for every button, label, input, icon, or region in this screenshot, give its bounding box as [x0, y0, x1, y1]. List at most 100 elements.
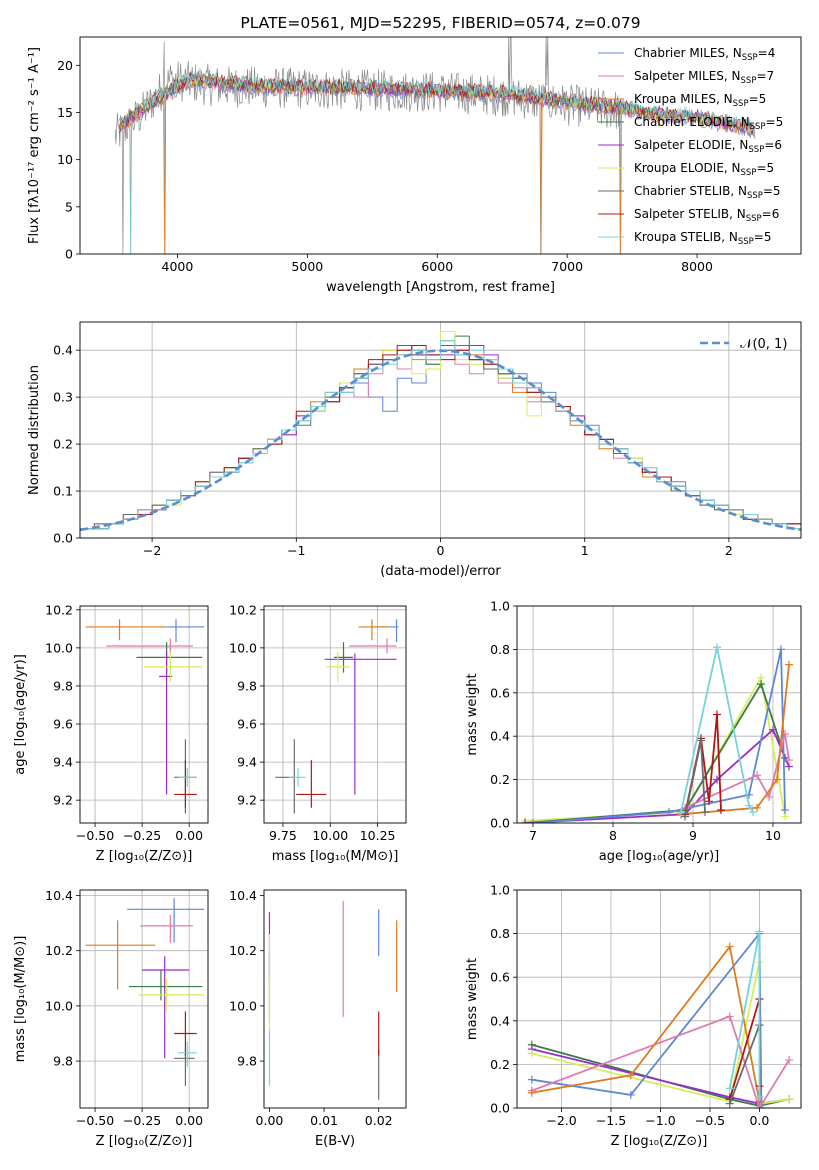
weight-point: [677, 808, 685, 817]
x-tick-label: −0.50: [76, 1113, 114, 1128]
x-tick-label: 0.0: [749, 1113, 769, 1128]
weight-point: [785, 1056, 794, 1065]
x-tick-label: 8: [609, 828, 617, 843]
x-tick-label: 0: [437, 543, 445, 558]
chart-title: PLATE=0561, MJD=52295, FIBERID=0574, z=0…: [240, 14, 640, 32]
y-tick-label: 10.0: [229, 640, 257, 655]
x-tick-label: 9: [689, 828, 697, 843]
y-tick-label: 0.8: [490, 642, 510, 657]
axes-frame: [516, 889, 802, 1109]
legend-count: =5: [766, 115, 784, 129]
y-tick-label: 0.4: [53, 343, 73, 358]
weight-point: [757, 680, 765, 689]
y-tick-label: 9.8: [53, 1054, 73, 1069]
legend-count: =5: [763, 184, 781, 198]
x-tick-label: 10.25: [360, 828, 396, 843]
weight-point: [527, 1049, 536, 1058]
weight-point: [725, 1084, 734, 1093]
x-tick-label: 4000: [162, 259, 194, 274]
errorbar-plot: [85, 619, 205, 814]
legend-entry: Chabrier MILES, NSSP=4: [634, 46, 775, 63]
legend-label: Kroupa ELODIE, N: [634, 161, 741, 175]
y-tick-label: 9.6: [237, 717, 257, 732]
x-tick-label: −1.5: [596, 1113, 626, 1128]
y-tick-label: 20: [57, 58, 73, 73]
legend-entry: Kroupa ELODIE, NSSP=5: [634, 161, 774, 178]
weight-point: [749, 808, 757, 817]
y-tick-label: 1.0: [490, 883, 510, 898]
weight-point: [717, 805, 725, 814]
x-tick-label: −2.0: [546, 1113, 576, 1128]
legend-entry: Salpeter STELIB, NSSP=6: [634, 207, 779, 224]
y-axis-label: mass weight: [465, 673, 480, 755]
y-tick-label: 0.8: [490, 926, 510, 941]
weight-point: [785, 756, 793, 765]
y-tick-label: 10.0: [45, 640, 73, 655]
weight-point: [697, 736, 705, 745]
legend-entry: Salpeter MILES, NSSP=7: [634, 69, 774, 86]
x-tick-label: 1: [581, 543, 589, 558]
legend-entry: Chabrier STELIB, NSSP=5: [634, 184, 781, 201]
weight-point: [745, 801, 753, 810]
y-tick-label: 0.0: [53, 531, 73, 546]
spectrum-plot: [114, 37, 756, 254]
x-tick-label: 0.02: [365, 1113, 393, 1128]
legend-count: =5: [754, 230, 772, 244]
x-axis-label: E(B-V): [315, 1134, 355, 1149]
y-tick-label: 0.2: [490, 1057, 510, 1072]
y-tick-label: 10.0: [229, 998, 257, 1013]
legend-entry: Salpeter ELODIE, NSSP=6: [634, 138, 782, 155]
x-tick-label: −1: [287, 543, 305, 558]
histogram-salpeter-stelib: [80, 345, 801, 538]
x-axis-label: age [log₁₀(age/yr)]: [599, 849, 720, 864]
weight-point: [773, 775, 781, 784]
weight-point: [785, 660, 793, 669]
y-axis-label: Normed distribution: [27, 365, 42, 495]
x-tick-label: 9.75: [269, 828, 297, 843]
x-tick-label: 5000: [291, 259, 323, 274]
legend-subscript: SSP: [746, 214, 762, 224]
legend-label: Salpeter STELIB, N: [634, 207, 746, 221]
weight-point: [529, 819, 537, 823]
axes-frame: [79, 605, 209, 824]
legend-subscript: SSP: [750, 122, 766, 132]
legend-entry: 𝒩(0, 1): [740, 337, 787, 352]
y-tick-label: 0.3: [53, 390, 73, 405]
spectrum-panel: PLATE=0561, MJD=52295, FIBERID=0574, z=0…: [27, 14, 802, 295]
weight-point: [713, 643, 721, 652]
y-tick-label: 5: [65, 199, 73, 214]
normal-curve: [80, 349, 801, 532]
weight-vs-z-panel: −2.0 −1.5 −1.0 −0.5 0.0 0.0 0.2 0.4 0.6 0.8 1.0 Z […: [465, 883, 802, 1149]
y-tick-label: 9.4: [237, 755, 257, 770]
legend-subscript: SSP: [738, 237, 754, 247]
legend-count: =6: [764, 138, 782, 152]
errorbar-plot: [268, 901, 398, 1100]
weight-point: [755, 1093, 764, 1102]
x-tick-label: 0.00: [256, 1113, 284, 1128]
x-tick-label: 2: [725, 543, 733, 558]
y-tick-label: 9.6: [53, 717, 73, 732]
y-axis-label: Flux [fλ10⁻¹⁷ erg cm⁻² s⁻¹ A⁻¹]: [27, 47, 42, 244]
y-tick-label: 9.8: [237, 678, 257, 693]
weight-point: [753, 771, 761, 780]
y-tick-label: 15: [57, 105, 73, 120]
x-tick-label: 10.00: [312, 828, 348, 843]
legend-subscript: SSP: [748, 145, 764, 155]
y-tick-label: 0.2: [490, 772, 510, 787]
x-tick-label: 7000: [551, 259, 583, 274]
weight-line-kroupa-miles: [531, 944, 761, 1102]
weight-point: [765, 792, 773, 801]
weight-point: [681, 812, 689, 821]
y-tick-label: 10.2: [229, 602, 257, 617]
y-tick-label: 0.6: [490, 685, 510, 700]
weight-point: [755, 927, 764, 936]
axes-frame: [263, 889, 407, 1109]
weight-point: [701, 808, 709, 817]
legend-subscript: SSP: [741, 76, 757, 86]
histogram-plot: [80, 330, 801, 538]
y-tick-label: 10: [57, 152, 73, 167]
x-tick-label: 6000: [421, 259, 453, 274]
x-tick-label: −0.5: [695, 1113, 725, 1128]
age-vs-mass-panel: 9.75 10.00 10.25 9.2 9.4 9.6 9.8 10.0 10.2 mass […: [229, 602, 407, 864]
